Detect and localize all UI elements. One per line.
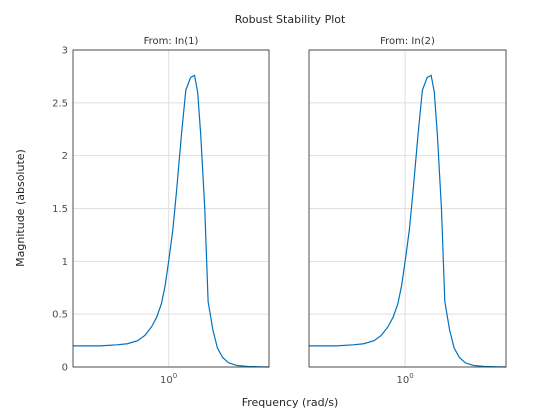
subplot-title: From: In(1)	[144, 36, 199, 47]
subplot-from-in2: From: In(2) 100	[308, 36, 507, 386]
y-tick-label: 1	[62, 257, 68, 268]
series-line	[73, 74, 270, 368]
y-tick-label: 2.5	[52, 98, 68, 109]
y-tick-label: 3	[62, 46, 68, 57]
subplot-from-in1: From: In(1) 0 0.5 1 1.5 2 2.5 3 100	[52, 36, 270, 386]
series-line	[309, 74, 507, 368]
y-tick-label: 0	[62, 363, 68, 374]
subplot-title: From: In(2)	[380, 36, 435, 47]
x-tick-label: 100	[160, 372, 177, 386]
axes-box	[308, 49, 507, 368]
y-tick-label: 1.5	[52, 204, 68, 215]
x-tick-label: 100	[397, 372, 414, 386]
y-axis-label: Magnitude (absolute)	[14, 149, 27, 267]
chart-title: Robust Stability Plot	[235, 13, 346, 26]
y-tick-label: 0.5	[52, 310, 68, 321]
axes-box	[72, 49, 270, 368]
x-axis-label: Frequency (rad/s)	[242, 396, 339, 409]
y-tick-label: 2	[62, 151, 68, 162]
